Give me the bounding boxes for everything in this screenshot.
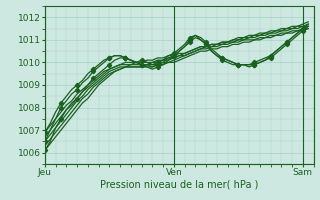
X-axis label: Pression niveau de la mer( hPa ): Pression niveau de la mer( hPa )	[100, 180, 258, 190]
